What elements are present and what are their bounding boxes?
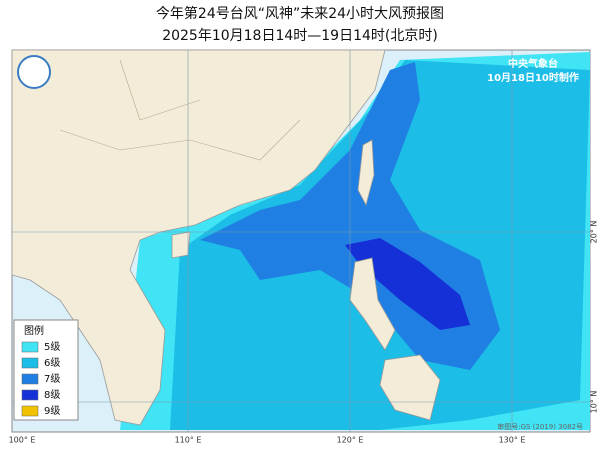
map-credit: 审图号:GS (2019) 3082号 <box>497 422 583 431</box>
legend-swatch <box>21 373 39 385</box>
legend: 图例 5级 6级 7级 8级 9级 <box>13 319 79 421</box>
legend-swatch <box>21 357 39 369</box>
logo <box>17 55 51 89</box>
subtitle: 2025年10月18日14时—19日14时(北京时) <box>162 28 438 44</box>
legend-label: 8级 <box>44 389 60 401</box>
legend-label: 6级 <box>44 357 60 369</box>
graticule <box>12 50 590 432</box>
agency-name: 中央气象台 <box>508 57 558 70</box>
title: 今年第24号台风“风神”未来24小时大风预报图 <box>156 5 444 22</box>
legend-swatch <box>21 341 39 353</box>
longitude-label: 130° E <box>499 436 526 445</box>
mainland <box>11 49 386 426</box>
borders <box>59 59 301 161</box>
legend-label: 7级 <box>44 373 60 385</box>
longitude-label: 120° E <box>337 436 364 445</box>
legend-swatch <box>21 405 39 417</box>
hainan <box>171 231 191 259</box>
legend-box <box>13 319 79 421</box>
map: 中央气象台 10月18日10时制作 审图号:GS (2019) 3082号 <box>11 49 591 433</box>
longitude-label: 110° E <box>175 436 202 445</box>
longitude-label: 100° E <box>9 436 36 445</box>
legend-title: 图例 <box>24 324 44 337</box>
legend-swatch <box>21 389 39 401</box>
legend-label: 5级 <box>44 341 60 353</box>
philippines-south <box>379 354 441 421</box>
wind-8 <box>345 238 470 330</box>
legend-label: 9级 <box>44 405 60 417</box>
issued-time: 10月18日10时制作 <box>487 71 579 84</box>
axes: 100° E 110° E 120° E 130° E 20° N 10° N <box>9 221 599 445</box>
latitude-label: 10° N <box>590 391 599 414</box>
luzon <box>349 257 396 351</box>
taiwan <box>357 139 375 207</box>
latitude-label: 20° N <box>590 221 599 244</box>
